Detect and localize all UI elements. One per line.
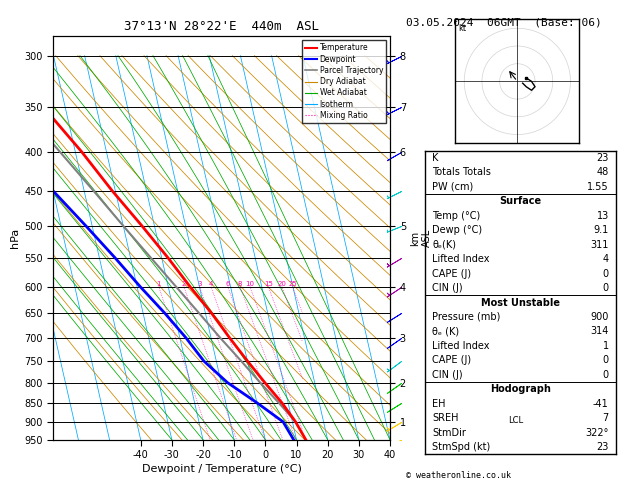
Text: 900: 900 <box>591 312 609 322</box>
Text: PW (cm): PW (cm) <box>432 182 474 192</box>
Text: 15: 15 <box>264 281 273 287</box>
Text: 1: 1 <box>603 341 609 351</box>
Text: 20: 20 <box>277 281 286 287</box>
Text: CIN (J): CIN (J) <box>432 370 463 380</box>
Text: 3: 3 <box>198 281 202 287</box>
Text: 25: 25 <box>288 281 297 287</box>
Text: 311: 311 <box>591 240 609 250</box>
Text: Lifted Index: Lifted Index <box>432 254 490 264</box>
Text: CAPE (J): CAPE (J) <box>432 269 471 278</box>
Text: Most Unstable: Most Unstable <box>481 297 560 308</box>
Text: 6: 6 <box>226 281 230 287</box>
Text: Hodograph: Hodograph <box>490 384 551 394</box>
Text: Mixing Ratio (g/kg): Mixing Ratio (g/kg) <box>455 192 465 284</box>
Text: 23: 23 <box>596 442 609 452</box>
Text: 322°: 322° <box>586 428 609 438</box>
Text: 1.55: 1.55 <box>587 182 609 192</box>
Text: 10: 10 <box>245 281 255 287</box>
Text: 48: 48 <box>596 167 609 177</box>
Text: 8: 8 <box>238 281 242 287</box>
Text: © weatheronline.co.uk: © weatheronline.co.uk <box>406 471 511 480</box>
Text: Totals Totals: Totals Totals <box>432 167 491 177</box>
Text: Pressure (mb): Pressure (mb) <box>432 312 501 322</box>
Text: 9.1: 9.1 <box>594 225 609 235</box>
Text: 4: 4 <box>209 281 213 287</box>
Text: CIN (J): CIN (J) <box>432 283 463 293</box>
Text: StmSpd (kt): StmSpd (kt) <box>432 442 491 452</box>
Text: 314: 314 <box>591 327 609 336</box>
Text: 03.05.2024  06GMT  (Base: 06): 03.05.2024 06GMT (Base: 06) <box>406 17 601 27</box>
Text: Lifted Index: Lifted Index <box>432 341 490 351</box>
Text: 0: 0 <box>603 283 609 293</box>
Text: 7: 7 <box>603 413 609 423</box>
Text: θₑ(K): θₑ(K) <box>432 240 456 250</box>
Text: Temp (°C): Temp (°C) <box>432 211 481 221</box>
X-axis label: Dewpoint / Temperature (°C): Dewpoint / Temperature (°C) <box>142 465 302 474</box>
Text: EH: EH <box>432 399 446 409</box>
Text: Dewp (°C): Dewp (°C) <box>432 225 482 235</box>
Y-axis label: hPa: hPa <box>10 228 20 248</box>
Text: 0: 0 <box>603 269 609 278</box>
Text: -41: -41 <box>593 399 609 409</box>
Text: 4: 4 <box>603 254 609 264</box>
Text: SREH: SREH <box>432 413 459 423</box>
Text: LCL: LCL <box>508 417 523 425</box>
Title: 37°13'N 28°22'E  440m  ASL: 37°13'N 28°22'E 440m ASL <box>124 19 320 33</box>
Y-axis label: km
ASL: km ASL <box>410 229 431 247</box>
Text: Surface: Surface <box>499 196 542 206</box>
Text: 23: 23 <box>596 153 609 163</box>
Text: 2: 2 <box>182 281 186 287</box>
Text: K: K <box>432 153 438 163</box>
Text: 0: 0 <box>603 355 609 365</box>
Text: θₑ (K): θₑ (K) <box>432 327 459 336</box>
Text: CAPE (J): CAPE (J) <box>432 355 471 365</box>
Text: StmDir: StmDir <box>432 428 466 438</box>
Text: kt: kt <box>458 24 466 34</box>
Text: 13: 13 <box>596 211 609 221</box>
Text: 1: 1 <box>157 281 161 287</box>
Text: 0: 0 <box>603 370 609 380</box>
Legend: Temperature, Dewpoint, Parcel Trajectory, Dry Adiabat, Wet Adiabat, Isotherm, Mi: Temperature, Dewpoint, Parcel Trajectory… <box>302 40 386 123</box>
